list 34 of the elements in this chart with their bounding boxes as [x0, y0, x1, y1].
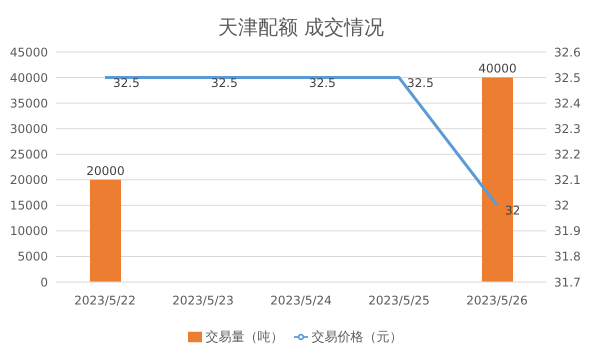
y-tick-label: 40000 [10, 70, 48, 85]
y2-tick-label: 32.6 [554, 45, 581, 60]
data-label: 32.5 [113, 76, 140, 90]
y-tick-label: 25000 [10, 147, 48, 162]
x-tick-label: 2023/5/23 [172, 294, 234, 308]
x-tick-label: 2023/5/26 [466, 294, 528, 308]
legend-label: 交易量（吨） [206, 330, 284, 345]
y-tick-label: 45000 [10, 45, 48, 60]
data-label: 40000 [478, 62, 517, 76]
chart-title: 天津配额 成交情况 [216, 14, 386, 41]
x-tick-label: 2023/5/22 [74, 294, 136, 308]
data-label: 20000 [86, 164, 125, 178]
y-tick-label: 10000 [10, 224, 48, 238]
y2-tick-label: 31.9 [554, 224, 581, 238]
x-tick-label: 2023/5/24 [270, 294, 332, 308]
y-tick-label: 0 [40, 275, 48, 290]
legend-label: 交易价格（元） [312, 330, 402, 345]
x-tick-label: 2023/5/25 [368, 294, 430, 308]
data-label: 32.5 [407, 76, 434, 90]
y-tick-label: 20000 [10, 173, 48, 188]
y2-tick-label: 32.2 [554, 147, 581, 162]
y2-tick-label: 32.5 [554, 70, 581, 85]
y-tick-label: 30000 [10, 122, 48, 136]
y2-tick-label: 31.7 [554, 275, 581, 290]
y2-tick-label: 32 [554, 198, 570, 213]
y-tick-label: 15000 [10, 198, 48, 213]
y2-tick-label: 32.1 [554, 173, 581, 188]
y2-tick-label: 32.3 [554, 122, 581, 136]
y-tick-label: 5000 [17, 250, 48, 264]
y2-tick-label: 31.8 [554, 250, 581, 264]
y2-tick-label: 32.4 [554, 96, 581, 110]
y-tick-label: 35000 [10, 96, 48, 110]
data-label: 32.5 [309, 76, 336, 90]
data-label: 32.5 [211, 76, 238, 90]
